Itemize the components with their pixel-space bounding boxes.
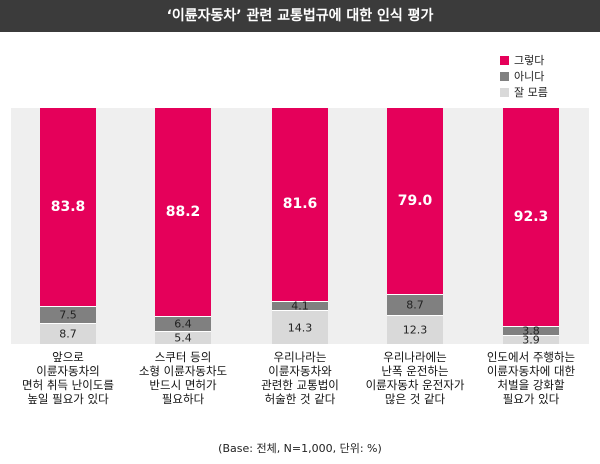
- legend-swatch-unknown: [500, 87, 509, 97]
- bar-segment-unknown: 12.3: [387, 314, 443, 344]
- data-label: 8.7: [406, 298, 424, 312]
- legend-item-unknown: 잘 모름: [500, 84, 548, 100]
- bar-segment-no: 7.5: [40, 305, 96, 324]
- bar-segment-no: 4.1: [272, 299, 328, 313]
- plot-area: 83.8 7.5 8.7 88.2 6.4 5.4 81.6 4.1 14.3 79.0 8.7 12…: [11, 108, 589, 347]
- bar-segment-yes: 79.0: [387, 108, 443, 295]
- chart-title: ‘이륜자동차’ 관련 교통법규에 대한 인식 평가: [0, 0, 600, 32]
- data-label: 4.1: [291, 299, 309, 313]
- data-label: 6.4: [174, 317, 192, 331]
- data-label: 12.3: [402, 323, 428, 337]
- data-label: 81.6: [282, 196, 318, 213]
- category-label: 인도에서 주행하는 이륜자동차에 대한 처벌을 강화할 필요가 있다: [486, 350, 576, 406]
- data-label: 88.2: [165, 204, 201, 221]
- legend-item-no: 아니다: [500, 68, 548, 84]
- legend-label-yes: 그렇다: [514, 54, 545, 67]
- legend-label-unknown: 잘 모름: [514, 86, 548, 99]
- legend-item-yes: 그렇다: [500, 52, 548, 68]
- category-label: 앞으로 이륜자동차의 면허 취득 난이도를 높일 필요가 있다: [22, 350, 114, 406]
- bar-segment-yes: 92.3: [503, 108, 559, 326]
- bar-segment-unknown: 5.4: [155, 331, 211, 345]
- legend-label-no: 아니다: [514, 70, 545, 83]
- data-label: 3.8: [522, 324, 540, 338]
- data-label: 8.7: [59, 327, 77, 341]
- bar-segment-yes: 81.6: [272, 108, 328, 301]
- bar-segment-no: 3.8: [503, 324, 559, 338]
- data-label: 14.3: [287, 321, 313, 335]
- bar-segment-unknown: 14.3: [272, 310, 328, 344]
- category-label: 우리나라는 이륜자동차와 관련한 교통법이 허술한 것 같다: [261, 350, 339, 406]
- footnote: (Base: 전체, N=1,000, 단위: %): [218, 442, 382, 455]
- data-label: 5.4: [174, 331, 192, 345]
- data-label: 3.9: [522, 333, 540, 347]
- bar-segment-unknown: 3.9: [503, 333, 559, 347]
- data-label: 92.3: [513, 208, 549, 225]
- bar-segment-no: 8.7: [387, 294, 443, 315]
- data-label: 79.0: [397, 193, 433, 210]
- bar-segment-yes: 83.8: [40, 108, 96, 306]
- bar-segment-unknown: 8.7: [40, 323, 96, 344]
- category-label: 스쿠터 등의 소형 이륜자동차도 반드시 면허가 필요하다: [138, 350, 228, 406]
- category-label: 우리나라에는 난폭 운전하는 이륜자동차 운전자가 많은 것 같다: [365, 350, 465, 406]
- bar-segment-yes: 88.2: [155, 108, 211, 317]
- data-label: 7.5: [59, 308, 77, 322]
- legend: 그렇다 아니다 잘 모름: [500, 52, 548, 100]
- legend-swatch-no: [500, 71, 509, 81]
- data-label: 83.8: [50, 198, 86, 215]
- legend-swatch-yes: [500, 55, 509, 65]
- bar-segment-no: 6.4: [155, 316, 211, 332]
